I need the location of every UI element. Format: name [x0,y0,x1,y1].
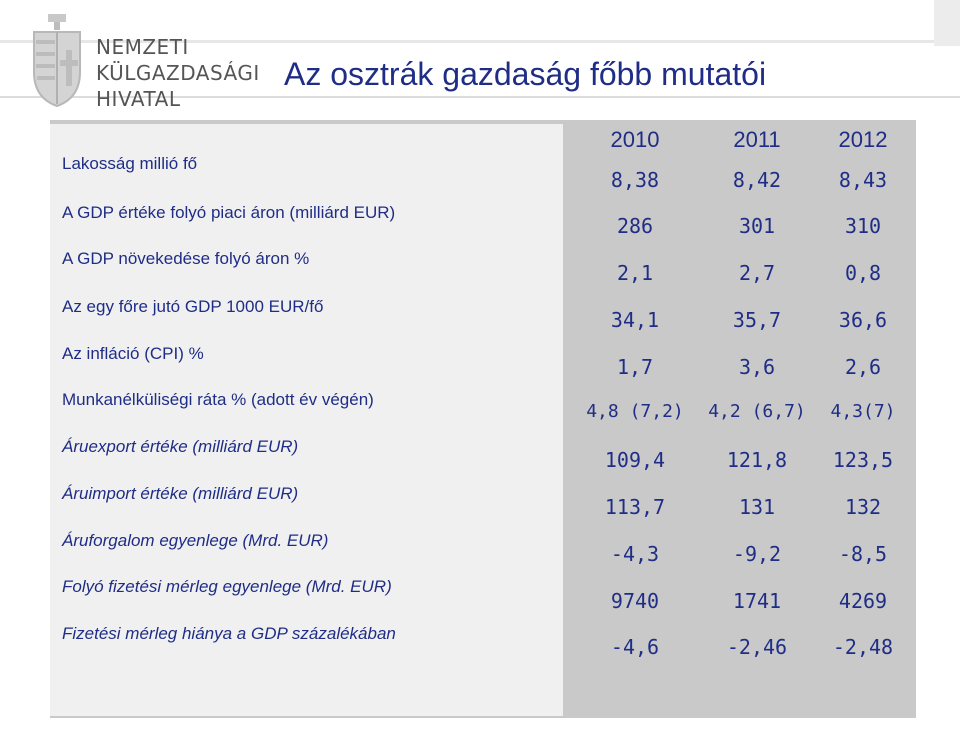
table-cell: 113,7 [604,495,666,519]
table-cell: 36,6 [838,308,888,332]
table-cell: -9,2 [732,542,782,566]
row-label: Az infláció (CPI) % [62,344,204,363]
row-label: Munkanélküliségi ráta % (adott év végén) [62,390,374,409]
year-header: 2012 [838,127,888,152]
logo-line-2: KÜLGAZDASÁGI [96,61,260,85]
row-label: Áruexport értéke (milliárd EUR) [62,437,299,456]
table-cell: 4269 [838,589,888,613]
table-cell: 2,7 [738,261,776,285]
table-cell: 2,1 [616,261,654,285]
title-underline [0,96,960,98]
row-label: Az egy főre jutó GDP 1000 EUR/fő [62,297,324,316]
table-cell: -8,5 [838,542,888,566]
table-cell: 310 [844,214,882,238]
logo-line-3: HIVATAL [96,87,181,111]
table-cell: 8,42 [732,168,782,192]
column-2012 [814,124,914,716]
table-cell: 1,7 [616,355,654,379]
table-cell: -2,48 [832,635,894,659]
year-header: 2011 [733,127,781,152]
logo-wordmark: NEMZETI KÜLGAZDASÁGI HIVATAL [96,34,260,112]
table-cell: 4,2 (6,7) [708,401,806,422]
row-label: Áruforgalom egyenlege (Mrd. EUR) [62,531,329,550]
table-cell: 123,5 [832,448,894,472]
top-stripe [0,40,960,43]
table-cell: 8,43 [838,168,888,192]
table-cell: 3,6 [738,355,776,379]
table-cell: 35,7 [732,308,782,332]
table-cell: 132 [844,495,882,519]
row-label: Fizetési mérleg hiánya a GDP százalékába… [62,624,396,643]
table-cell: 286 [616,214,654,238]
logo: NEMZETI KÜLGAZDASÁGI HIVATAL [28,14,268,111]
row-label: Lakosság millió fő [62,154,198,173]
table-cell: 4,3(7) [830,401,896,422]
row-label: Folyó fizetési mérleg egyenlege (Mrd. EU… [62,577,392,596]
table-cell: 8,38 [610,168,660,192]
labels-column [50,124,563,716]
table-cell: -4,3 [610,542,660,566]
row-label: A GDP növekedése folyó áron % [62,249,310,268]
table-cell: 34,1 [610,308,660,332]
table-cell: 4,8 (7,2) [586,401,684,422]
table-cell: 1741 [732,589,782,613]
table-cell: 109,4 [604,448,666,472]
corner-tab [934,0,960,46]
column-2010 [567,124,703,716]
column-2011 [707,124,810,716]
row-label: A GDP értéke folyó piaci áron (milliárd … [62,203,396,222]
table-cell: 121,8 [726,448,788,472]
year-header: 2010 [610,127,660,152]
coat-of-arms-icon [33,14,81,108]
logo-line-1: NEMZETI [96,35,189,59]
table-cell: 0,8 [844,261,882,285]
table-cell: -2,46 [726,635,788,659]
table-cell: 301 [738,214,776,238]
table-cell: -4,6 [610,635,660,659]
table-cell: 2,6 [844,355,882,379]
table-cell: 131 [738,495,776,519]
table-cell: 9740 [610,589,660,613]
page-title: Az osztrák gazdaság főbb mutatói [284,56,767,92]
row-label: Áruimport értéke (milliárd EUR) [62,484,299,503]
